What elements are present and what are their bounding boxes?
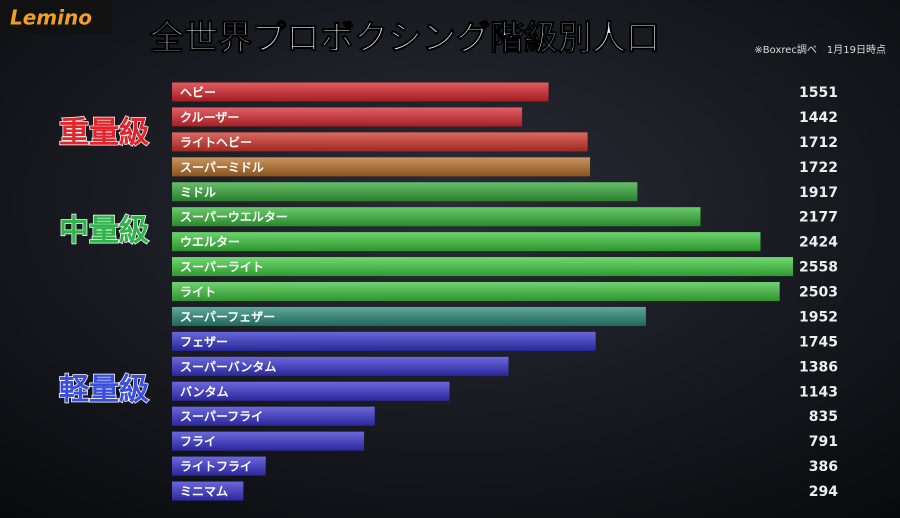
value-label: 2558 — [799, 260, 838, 276]
category-label: スーパーバンタム — [180, 360, 276, 374]
value-label: 294 — [809, 484, 838, 500]
category-label: ミドル — [180, 185, 216, 199]
bar-shine — [172, 132, 588, 152]
bar-shine — [172, 406, 375, 426]
logo: Lemino — [10, 6, 92, 30]
group-label: 中量級 — [59, 214, 149, 249]
bar-shine — [172, 82, 549, 102]
value-label: 1442 — [799, 110, 838, 126]
bar-shine — [172, 356, 509, 376]
category-label: バンタム — [180, 385, 229, 399]
value-label: 1712 — [799, 135, 838, 151]
group-label: 軽量級 — [59, 373, 149, 408]
bar-shine — [172, 257, 793, 277]
category-label: ウエルター — [180, 235, 240, 249]
chart-title: 全世界プロボクシング階級別人口 — [149, 19, 660, 59]
bar-shine — [172, 182, 638, 202]
bar-shine — [172, 481, 244, 501]
subtitle: ※Boxrec調べ 1月19日時点 — [754, 43, 886, 56]
category-label: クルーザー — [180, 110, 239, 124]
bar-shine — [172, 456, 266, 476]
value-label: 1551 — [799, 85, 838, 101]
category-label: ミニマム — [180, 485, 228, 499]
value-label: 2503 — [799, 285, 838, 301]
value-label: 1143 — [799, 384, 838, 400]
category-label: スーパーウエルター — [180, 210, 288, 224]
category-label: スーパーミドル — [180, 160, 264, 174]
bar-shine — [172, 107, 523, 127]
value-label: 2424 — [799, 235, 838, 251]
bar-shine — [172, 207, 701, 227]
category-label: ライト — [180, 285, 216, 299]
bar-shine — [172, 282, 780, 302]
category-label: スーパーフェザー — [180, 310, 275, 324]
value-label: 1386 — [799, 359, 838, 375]
category-label: ライトヘビー — [180, 134, 252, 149]
bar-shine — [172, 157, 591, 177]
value-label: 1917 — [799, 185, 838, 201]
value-label: 1745 — [799, 334, 838, 350]
group-label: 重量級 — [59, 116, 149, 151]
bar-shine — [172, 431, 365, 451]
category-label: ヘビー — [180, 85, 216, 100]
bar-shine — [172, 306, 646, 326]
logo-box — [0, 0, 112, 34]
value-label: 1722 — [799, 160, 838, 176]
bar-shine — [172, 331, 596, 351]
value-label: 791 — [809, 434, 838, 450]
value-label: 2177 — [799, 210, 838, 226]
bar-shine — [172, 381, 450, 401]
value-label: 835 — [809, 409, 838, 425]
value-label: 386 — [809, 459, 838, 475]
value-label: 1952 — [799, 309, 838, 325]
category-label: スーパーライト — [180, 260, 264, 274]
category-label: ライトフライ — [180, 460, 252, 474]
category-label: フライ — [180, 435, 216, 449]
category-label: フェザー — [180, 335, 228, 349]
bar-shine — [172, 232, 761, 252]
category-label: スーパーフライ — [180, 410, 263, 424]
